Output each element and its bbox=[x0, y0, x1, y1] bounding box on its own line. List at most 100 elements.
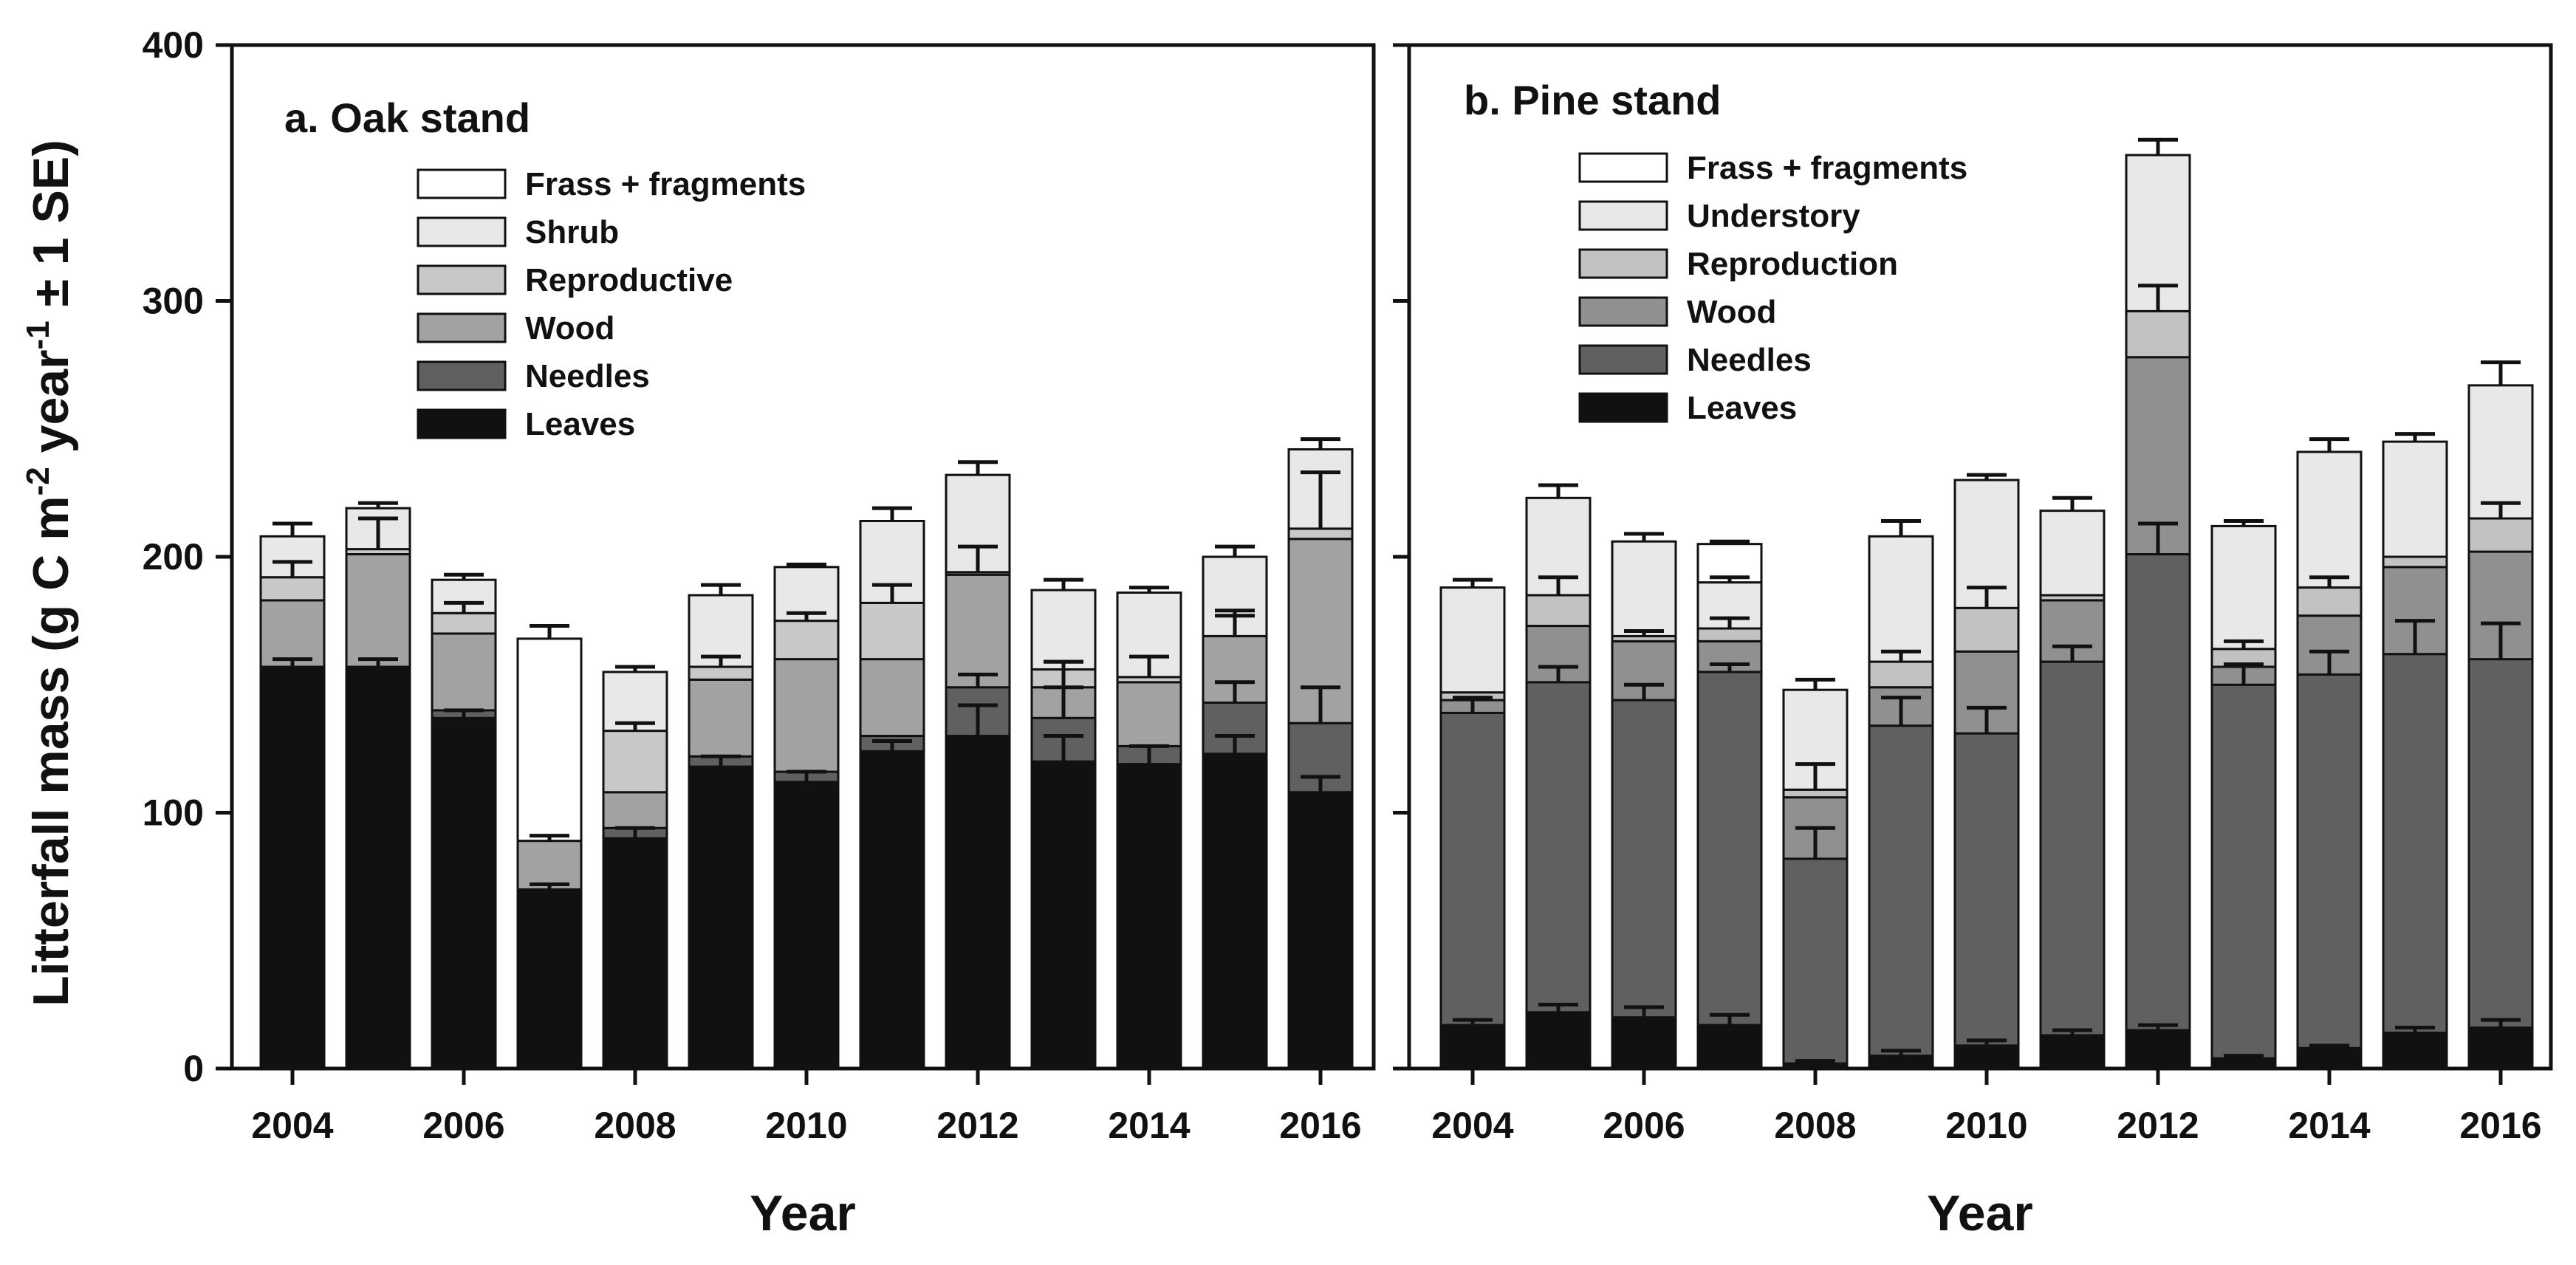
bar-segment-needles-2016 bbox=[2467, 658, 2534, 1029]
legend: Frass + fragments Shrub Reproductive Wood Ne… bbox=[417, 166, 806, 442]
bar-segment-understory-2016 bbox=[2467, 384, 2534, 520]
bar-segment-wood-2014 bbox=[1116, 681, 1182, 747]
bar-segment-needles-2014 bbox=[2296, 673, 2363, 1049]
bar-segment-needles-2008 bbox=[1782, 857, 1849, 1065]
y-tick-label: 400 bbox=[143, 24, 204, 66]
bar-segment-understory-2006 bbox=[1611, 540, 1677, 637]
bar-segment-leaves-2012 bbox=[2125, 1029, 2191, 1070]
legend-label-wood: Wood bbox=[1687, 294, 1776, 330]
bar-segment-leaves-2007 bbox=[1696, 1024, 1763, 1070]
bar-segment-wood-2005 bbox=[345, 553, 411, 668]
bar-segment-reproduction-2007 bbox=[1696, 627, 1763, 642]
bar-segment-leaves-2014 bbox=[2296, 1046, 2363, 1070]
x-tick-label: 2008 bbox=[1774, 1105, 1856, 1146]
x-tick-label: 2008 bbox=[594, 1105, 676, 1146]
bar-segment-wood-2009 bbox=[688, 678, 754, 758]
legend-swatch-frass-fragments bbox=[1578, 152, 1668, 183]
y-tick-label: 300 bbox=[143, 281, 204, 322]
bar-segment-shrub-2013 bbox=[1030, 589, 1097, 671]
y-axis-title-part: ± 1 SE) bbox=[23, 140, 79, 320]
bar-segment-needles-2006 bbox=[1611, 699, 1677, 1019]
legend-label-wood: Wood bbox=[525, 310, 614, 346]
legend-label-reproductive: Reproductive bbox=[525, 262, 733, 298]
x-tick-label: 2010 bbox=[1945, 1105, 2027, 1146]
bar-segment-leaves-2009 bbox=[688, 765, 754, 1070]
bar-segment-understory-2011 bbox=[2039, 510, 2106, 597]
legend-label-frass-fragments: Frass + fragments bbox=[525, 166, 806, 202]
bar-segment-reproduction-2008 bbox=[1782, 788, 1849, 799]
bar-segment-reproductive-2008 bbox=[602, 730, 668, 794]
legend-swatch-needles bbox=[1578, 344, 1668, 375]
x-tick-label: 2016 bbox=[1279, 1105, 1361, 1146]
bar-segment-leaves-2005 bbox=[345, 665, 411, 1070]
x-tick-label: 2010 bbox=[765, 1105, 847, 1146]
legend-swatch-reproductive bbox=[417, 264, 507, 295]
legend-label-reproduction: Reproduction bbox=[1687, 246, 1898, 282]
bar-segment-frass-fragments-2007 bbox=[516, 637, 583, 843]
panel-pine-stand: 2004 2006 2008 2010 2012 2014 2016 Year b. Pine … bbox=[1393, 43, 2553, 1241]
legend-swatch-wood bbox=[1578, 296, 1668, 327]
x-tick-label: 2014 bbox=[1108, 1105, 1190, 1146]
bar-segment-needles-2012 bbox=[2125, 553, 2191, 1032]
bar-segment-wood-2012 bbox=[2125, 356, 2191, 556]
x-tick-label: 2014 bbox=[2288, 1105, 2370, 1146]
bar-segment-needles-2013 bbox=[2210, 683, 2277, 1060]
x-tick-label: 2012 bbox=[2117, 1105, 2199, 1146]
y-axis-title-part: Litterfall mass (g C m bbox=[23, 496, 79, 1007]
y-axis-title: Litterfall mass (g C m-2 year-1 ± 1 SE) bbox=[20, 140, 79, 1007]
legend-label-needles: Needles bbox=[1687, 342, 1812, 378]
panel-title: b. Pine stand bbox=[1464, 77, 1722, 123]
bar-segment-reproduction-2005 bbox=[1525, 594, 1592, 628]
legend-label-needles: Needles bbox=[525, 358, 650, 394]
bar-segment-leaves-2011 bbox=[859, 750, 925, 1070]
bar-segment-reproductive-2011 bbox=[859, 601, 925, 661]
bar-segment-reproductive-2016 bbox=[1287, 527, 1354, 541]
legend-swatch-reproduction bbox=[1578, 248, 1668, 279]
bar-segment-reproduction-2010 bbox=[1953, 606, 2020, 653]
legend-swatch-leaves bbox=[1578, 392, 1668, 423]
legend-label-understory: Understory bbox=[1687, 198, 1860, 234]
legend-label-frass-fragments: Frass + fragments bbox=[1687, 150, 1967, 186]
legend-swatch-needles bbox=[417, 360, 507, 391]
bar-segment-leaves-2016 bbox=[1287, 791, 1354, 1070]
bar-segment-leaves-2011 bbox=[2039, 1034, 2106, 1070]
bar-segment-understory-2013 bbox=[2210, 524, 2277, 651]
bar-segment-wood-2011 bbox=[859, 658, 925, 738]
y-tick-label: 0 bbox=[183, 1048, 204, 1089]
y-tick-label: 100 bbox=[143, 792, 204, 834]
bar-segment-leaves-2005 bbox=[1525, 1011, 1592, 1070]
bar-segment-understory-2014 bbox=[2296, 450, 2363, 589]
bar-segment-leaves-2015 bbox=[2382, 1031, 2448, 1070]
x-tick-label: 2012 bbox=[936, 1105, 1018, 1146]
bar-segment-leaves-2010 bbox=[1953, 1044, 2020, 1070]
bar-segment-leaves-2004 bbox=[259, 665, 326, 1070]
panel-title: a. Oak stand bbox=[284, 95, 530, 141]
bar-segment-reproduction-2014 bbox=[2296, 586, 2363, 617]
x-tick-label: 2006 bbox=[1603, 1105, 1685, 1146]
y-axis-title-superscript: -1 bbox=[20, 320, 56, 349]
bar-segment-reproductive-2009 bbox=[688, 665, 754, 681]
bar-segment-leaves-2015 bbox=[1202, 753, 1268, 1070]
bar-segment-needles-2011 bbox=[2039, 660, 2106, 1037]
legend-label-leaves: Leaves bbox=[525, 406, 635, 442]
bar-segment-leaves-2014 bbox=[1116, 763, 1182, 1070]
y-tick-label: 200 bbox=[143, 536, 204, 577]
y-axis-title-part: year bbox=[23, 349, 79, 467]
bar-segment-leaves-2013 bbox=[1030, 760, 1097, 1070]
legend-swatch-shrub bbox=[417, 216, 507, 247]
bar-segment-reproduction-2012 bbox=[2125, 309, 2191, 359]
bar-segment-wood-2004 bbox=[259, 599, 326, 668]
bar-segment-leaves-2010 bbox=[773, 781, 840, 1070]
bar-segment-leaves-2009 bbox=[1868, 1055, 1934, 1070]
x-axis-title: Year bbox=[1927, 1185, 2033, 1241]
legend-swatch-frass-fragments bbox=[417, 168, 507, 199]
bar-segment-reproduction-2016 bbox=[2467, 517, 2534, 553]
bar-segment-understory-2004 bbox=[1439, 586, 1506, 694]
bar-segment-wood-2006 bbox=[431, 632, 497, 712]
bar-segment-leaves-2006 bbox=[431, 716, 497, 1070]
legend-label-leaves: Leaves bbox=[1687, 390, 1797, 426]
bar-segment-leaves-2006 bbox=[1611, 1016, 1677, 1070]
bar-segment-wood-2010 bbox=[773, 658, 840, 773]
bar-segment-needles-2007 bbox=[1696, 671, 1763, 1026]
